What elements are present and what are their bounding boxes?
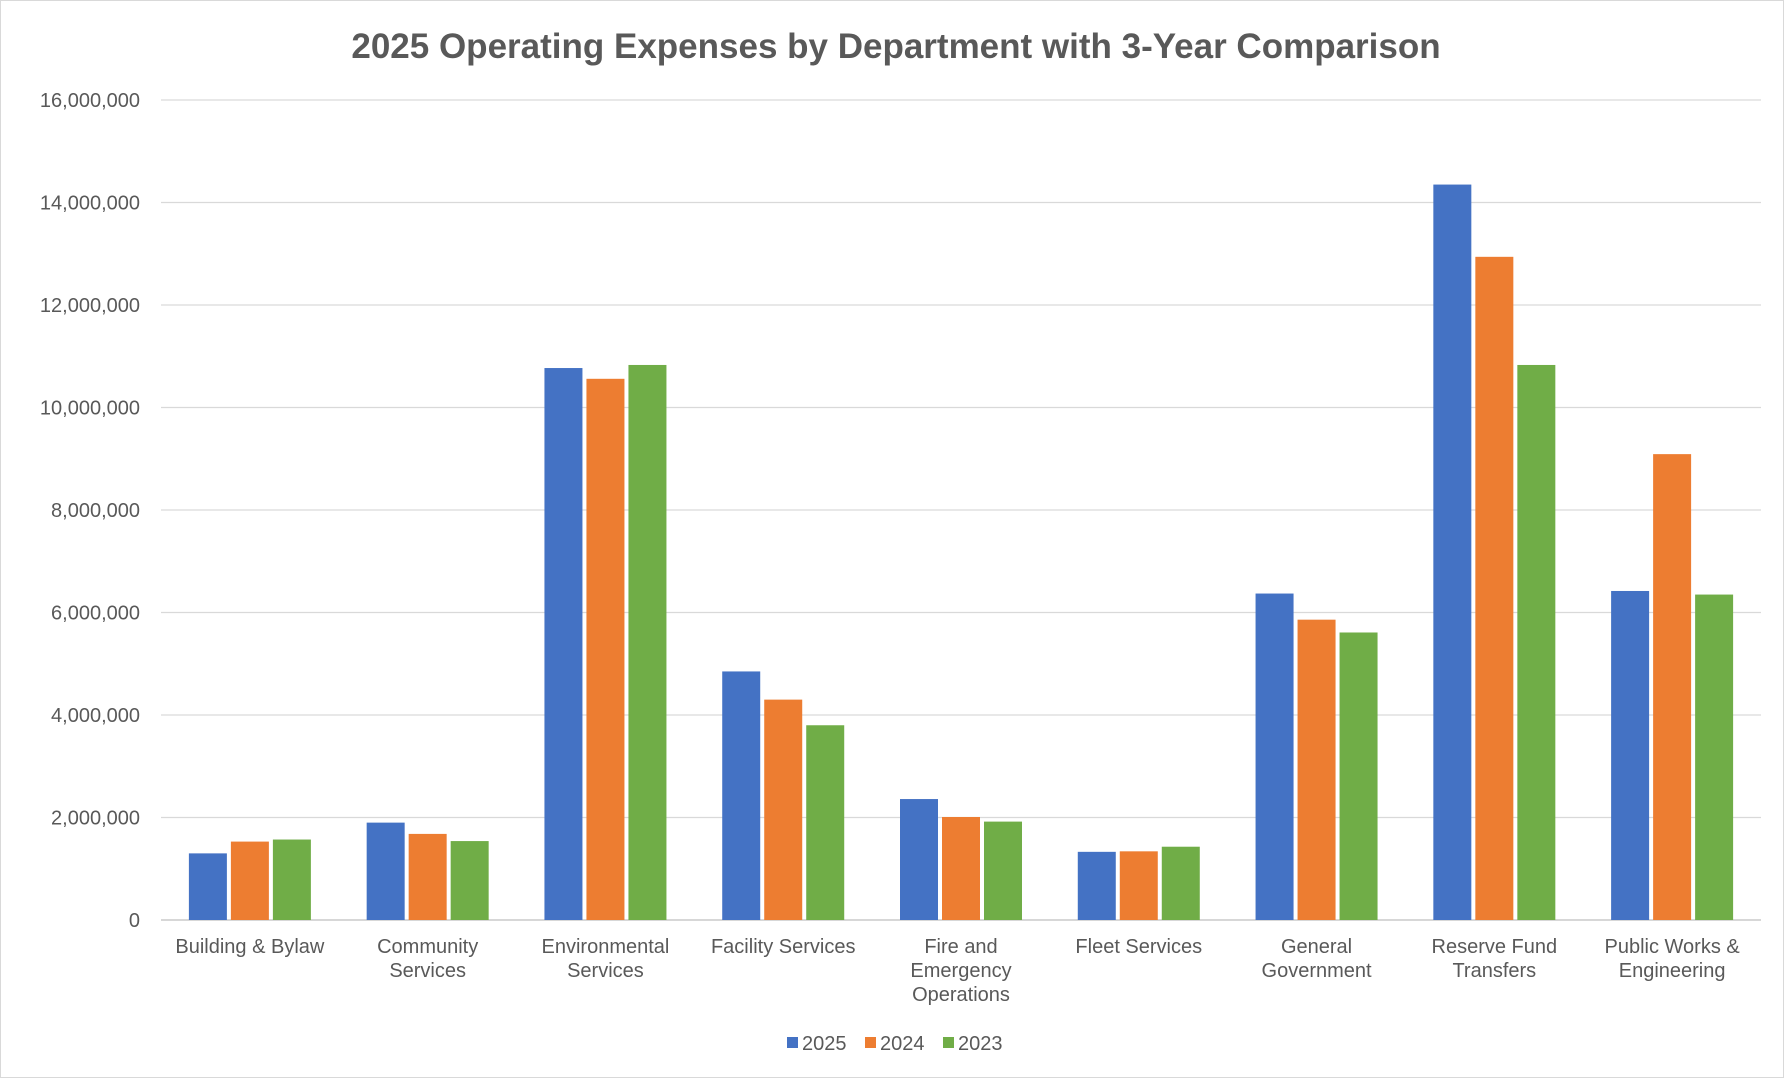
- bar-2024: [230, 841, 269, 920]
- legend-item: 2025: [787, 1033, 847, 1055]
- legend: 2025 2024 2023: [787, 1033, 1003, 1055]
- bar-2023: [1517, 364, 1556, 920]
- bars: [188, 184, 1734, 921]
- legend-item: 2024: [865, 1033, 925, 1055]
- bar-2025: [1077, 851, 1116, 920]
- x-tick-label: Public Works & Engineering: [1604, 936, 1740, 982]
- bar-2025: [1433, 184, 1472, 920]
- y-axis-ticks: 0 2,000,000 4,000,000 6,000,000 8,000,000 10,…: [40, 90, 140, 932]
- bar-2023: [450, 841, 489, 920]
- bar-2023: [984, 821, 1022, 920]
- bar-2024: [586, 378, 625, 920]
- bar-2025: [722, 671, 761, 920]
- bar-2023: [272, 839, 311, 920]
- legend-swatch: [865, 1037, 876, 1048]
- bar-2023: [1695, 594, 1734, 920]
- x-tick-label: Fire and Emergency Operations: [910, 936, 1011, 1006]
- bar-2024: [942, 816, 980, 920]
- x-tick-label: Fleet Services: [1075, 936, 1202, 958]
- x-tick-label: General Government: [1262, 936, 1372, 982]
- y-tick-label: 14,000,000: [40, 193, 140, 215]
- bar-2024: [1475, 256, 1514, 920]
- bar-2025: [188, 853, 227, 920]
- bar-2024: [1653, 454, 1692, 920]
- bar-2023: [1339, 632, 1378, 920]
- y-tick-label: 0: [129, 910, 140, 932]
- legend-label: 2023: [958, 1033, 1003, 1055]
- bar-2025: [1611, 590, 1650, 920]
- bar-2023: [1161, 846, 1200, 920]
- bar-2024: [1297, 619, 1336, 920]
- bar-2025: [900, 799, 938, 920]
- bar-2025: [366, 822, 405, 920]
- bar-2023: [628, 364, 667, 920]
- bar-2024: [1119, 851, 1158, 920]
- y-tick-label: 4,000,000: [51, 705, 140, 727]
- y-tick-label: 8,000,000: [51, 500, 140, 522]
- y-tick-label: 10,000,000: [40, 398, 140, 420]
- y-tick-label: 16,000,000: [40, 90, 140, 112]
- x-tick-label: Environmental Services: [542, 936, 670, 982]
- chart-title: 2025 Operating Expenses by Department wi…: [351, 27, 1440, 66]
- x-tick-label: Reserve Fund Transfers: [1432, 936, 1558, 982]
- legend-swatch: [943, 1037, 954, 1048]
- y-tick-label: 6,000,000: [51, 603, 140, 625]
- y-tick-label: 12,000,000: [40, 295, 140, 317]
- legend-item: 2023: [943, 1033, 1003, 1055]
- gridlines: [161, 99, 1761, 921]
- x-tick-label: Facility Services: [711, 936, 855, 958]
- bar-2023: [806, 725, 845, 920]
- legend-label: 2024: [880, 1033, 925, 1055]
- x-tick-label: Building & Bylaw: [175, 936, 325, 958]
- bar-2024: [408, 833, 447, 920]
- bar-2025: [544, 368, 583, 921]
- bar-2024: [764, 699, 803, 920]
- x-axis-ticks: Building & Bylaw Community Services Environ…: [175, 936, 1740, 1006]
- legend-label: 2025: [802, 1033, 847, 1055]
- y-tick-label: 2,000,000: [51, 808, 140, 830]
- bar-2025: [1255, 593, 1294, 920]
- legend-swatch: [787, 1037, 798, 1048]
- x-tick-label: Community Services: [377, 936, 478, 982]
